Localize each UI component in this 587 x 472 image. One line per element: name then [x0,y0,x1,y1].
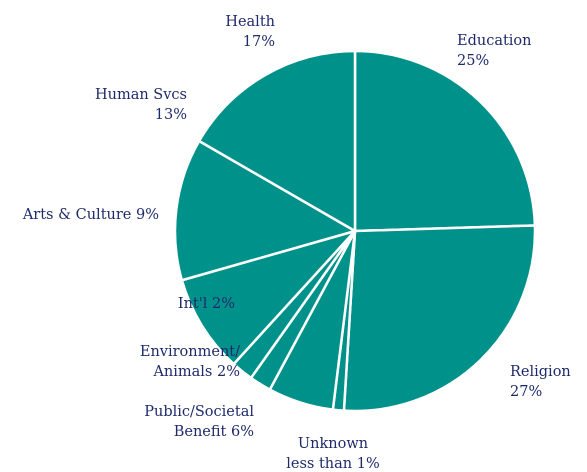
label-unknown: Unknown less than 1% [286,436,379,472]
label-line: 17% [243,34,275,50]
label-line: less than 1% [286,456,379,472]
label-line: Human Svcs [95,87,187,103]
label-line: Religion [510,364,571,380]
slice-education [353,49,537,233]
label-line: 25% [457,53,489,69]
label-line: 27% [510,384,542,400]
label-arts-culture: Arts & Culture 9% [22,207,159,223]
label-environment-animals: Environment/Animals 2% [140,344,240,380]
label-line: Education [457,33,532,49]
label-line: Animals 2% [152,364,240,380]
slice-religion [342,224,537,413]
slice-human-svcs [173,139,357,282]
label-human-svcs: Human Svcs 13% [95,87,187,123]
label-line: Unknown [298,436,368,452]
label-line: Health [225,14,275,30]
label-line: Arts & Culture 9% [22,207,159,223]
label-religion: Religion 27% [510,364,571,400]
slice-arts-culture [180,229,357,366]
label-line: 13% [155,107,187,123]
pie-labels: Education 25% Religion 27% Unknown less than … [22,14,571,472]
label-line: Environment/ [140,344,240,360]
label-health: Health 17% [225,14,275,50]
pie-slices [173,49,537,413]
label-line: Benefit 6% [174,424,254,440]
label-public-societal-benefit: Public/Societal Benefit 6% [144,404,254,440]
label-line: Int'l 2% [178,296,235,312]
slice-health [197,49,357,233]
label-education: Education 25% [457,33,532,69]
label-int-l: Int'l 2% [178,296,235,312]
label-line: Public/Societal [144,404,254,420]
